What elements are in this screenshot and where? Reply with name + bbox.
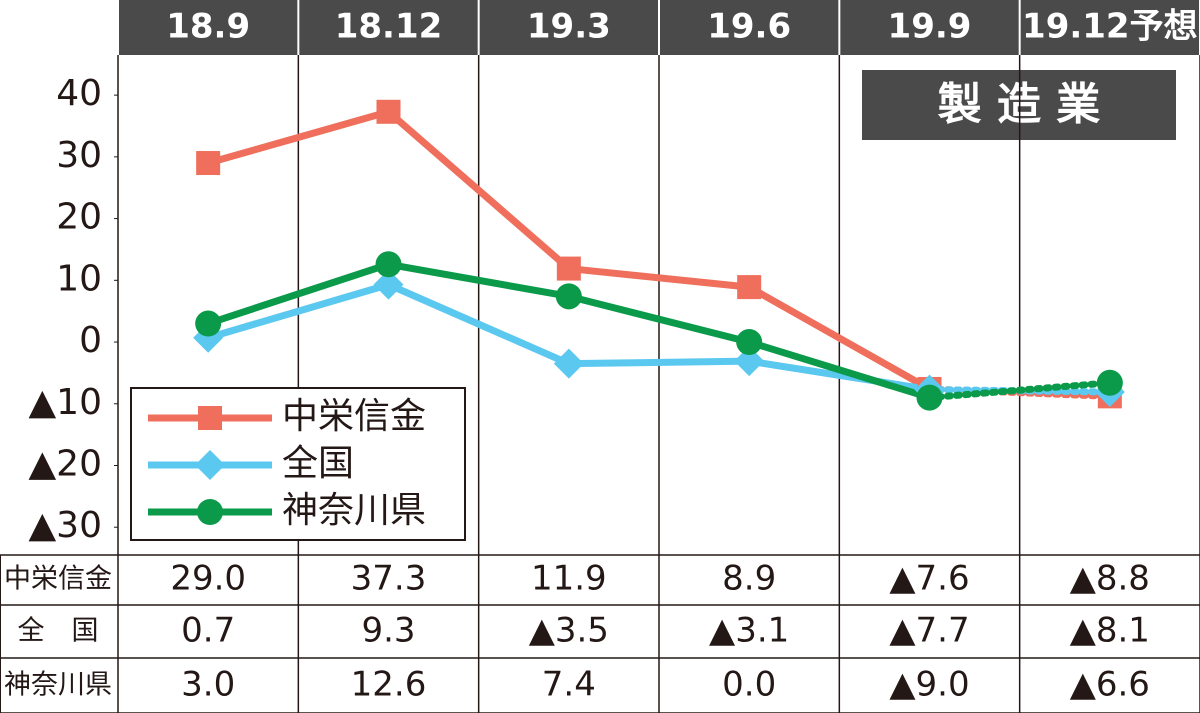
table-cell: 9.3	[361, 611, 415, 651]
y-tick-label: 10	[56, 258, 102, 299]
series-line	[207, 108, 932, 392]
x-tick-label: 19.3	[527, 7, 611, 47]
table-cell: ▲8.1	[1070, 611, 1150, 651]
row-label: 全 国	[18, 616, 99, 647]
marker	[553, 348, 584, 379]
y-tick-label: ▲30	[29, 505, 103, 546]
marker	[736, 329, 763, 356]
table-cell: 37.3	[351, 559, 427, 599]
legend-marker	[195, 450, 225, 480]
table-cell: 29.0	[170, 559, 246, 599]
marker	[376, 99, 401, 124]
legend-label: 全国	[282, 443, 354, 484]
table-cell: 8.9	[722, 559, 776, 599]
x-tick-label: 19.6	[707, 7, 791, 47]
marker	[555, 283, 582, 310]
y-tick-label: 0	[79, 320, 102, 361]
marker	[734, 346, 765, 377]
table-cell: 3.0	[181, 665, 235, 705]
y-tick-label: 20	[56, 197, 102, 238]
legend-label: 神奈川県	[282, 490, 426, 531]
marker	[556, 256, 581, 281]
legend-marker	[197, 499, 223, 525]
row-label: 神奈川県	[4, 670, 112, 701]
marker	[195, 310, 222, 337]
table-cell: ▲6.6	[1070, 665, 1150, 705]
x-tick-label: 19.9	[888, 7, 972, 47]
forecast-line	[926, 379, 1114, 402]
table-cell: 0.0	[722, 665, 776, 705]
y-tick-label: 30	[56, 135, 102, 176]
table-cell: ▲8.8	[1070, 559, 1150, 599]
table-cell: ▲7.7	[889, 611, 969, 651]
y-tick-label: ▲10	[29, 382, 103, 423]
y-tick-label: 40	[56, 73, 102, 114]
table-cell: 11.9	[531, 559, 607, 599]
y-tick-label: ▲20	[29, 443, 103, 484]
table-cell: ▲3.1	[709, 611, 789, 651]
table-cell: 7.4	[542, 665, 596, 705]
legend-label: 中栄信金	[282, 396, 426, 437]
x-tick-label: 19.12予想	[1022, 7, 1198, 47]
table-cell: ▲3.5	[529, 611, 609, 651]
legend-marker	[198, 406, 222, 430]
marker	[375, 251, 402, 278]
marker	[1096, 369, 1123, 396]
table-cell: 0.7	[181, 611, 235, 651]
marker	[916, 384, 943, 411]
x-tick-label: 18.12	[335, 7, 443, 47]
row-label: 中栄信金	[4, 564, 112, 595]
table-cell: ▲9.0	[889, 665, 969, 705]
table-cell: ▲7.6	[889, 559, 969, 599]
x-tick-label: 18.9	[166, 7, 250, 47]
marker	[196, 151, 221, 176]
table-cell: 12.6	[351, 665, 427, 705]
marker	[373, 269, 404, 300]
marker	[737, 275, 762, 300]
